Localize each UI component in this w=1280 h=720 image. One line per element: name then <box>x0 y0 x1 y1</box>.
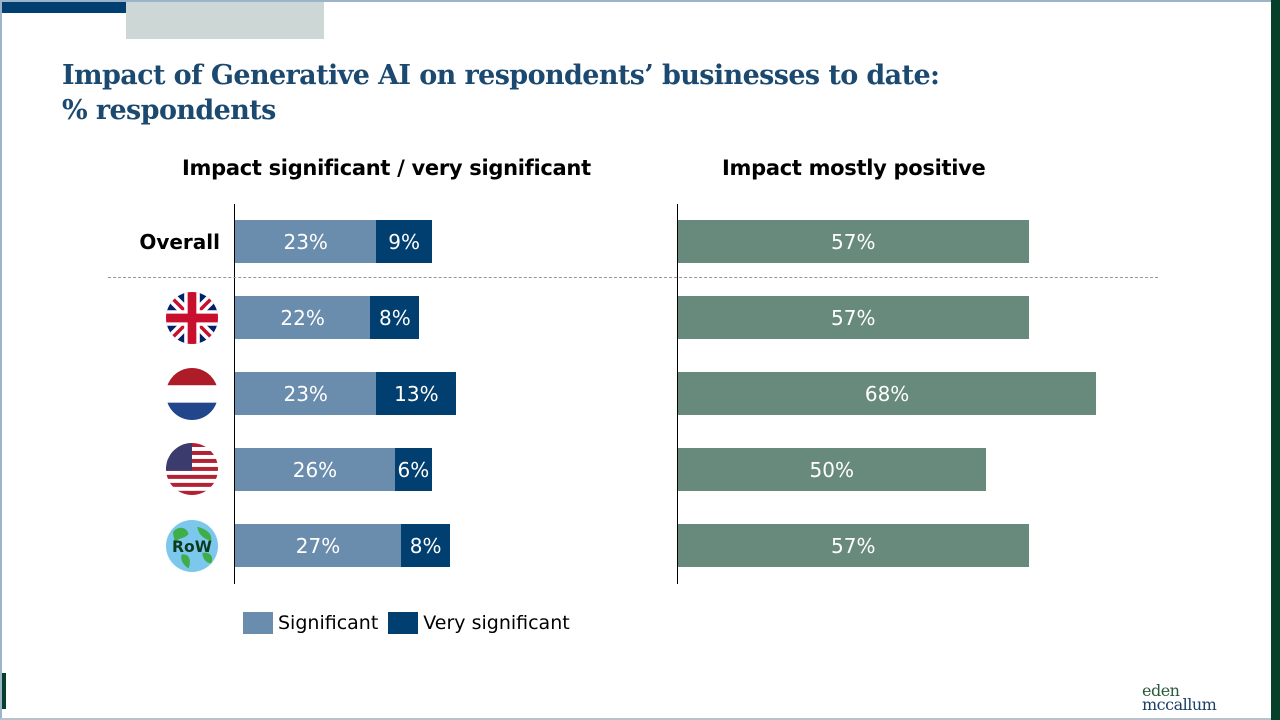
slide-frame-bottom <box>0 718 1280 720</box>
data-label: 9% <box>388 229 420 254</box>
data-label: 8% <box>379 305 411 330</box>
logo-line1: eden <box>1142 681 1180 700</box>
bar-significant-row: 27% <box>235 524 402 567</box>
bar-significant-netherlands: 23% <box>235 372 377 415</box>
bar-very-significant-uk: 8% <box>370 296 420 339</box>
slide-title: Impact of Generative AI on respondents’ … <box>62 58 940 128</box>
legend-label-very-significant: Very significant <box>423 612 570 634</box>
bar-very-significant-netherlands: 13% <box>376 372 457 415</box>
bar-mostly-positive-row: 57% <box>678 524 1029 567</box>
row-label-overall: Overall <box>139 230 220 254</box>
legend-label-significant: Significant <box>278 612 379 634</box>
header-accent-bar-light <box>126 2 324 39</box>
data-label: 26% <box>292 457 338 482</box>
uk-flag-icon <box>166 292 218 344</box>
slide-frame-left <box>0 0 2 720</box>
bar-mostly-positive-uk: 57% <box>678 296 1029 339</box>
usa-flag-icon <box>166 443 218 495</box>
data-label: 8% <box>409 533 442 558</box>
globe-row-icon: RoW <box>166 520 218 572</box>
chart-legend: Significant Very significant <box>243 612 580 634</box>
bar-very-significant-overall: 9% <box>376 220 432 263</box>
bar-very-significant-row: 8% <box>401 524 451 567</box>
data-label: 50% <box>809 457 854 482</box>
data-label: 13% <box>394 381 439 406</box>
netherlands-flag-icon <box>166 368 218 420</box>
slide-title-line1: Impact of Generative AI on respondents’ … <box>62 60 940 91</box>
bar-mostly-positive-usa: 50% <box>678 448 986 491</box>
bar-mostly-positive-netherlands: 68% <box>678 372 1097 415</box>
row-badge-text: RoW <box>172 538 212 556</box>
data-label: 27% <box>295 533 341 558</box>
chart-title-positive: Impact mostly positive <box>722 156 986 180</box>
eden-mccallum-logo: eden mccallum <box>1142 681 1217 714</box>
logo-line2: mccallum <box>1142 695 1217 714</box>
chart-title-significance: Impact significant / very significant <box>182 156 591 180</box>
bar-significant-uk: 22% <box>235 296 371 339</box>
data-label: 57% <box>831 533 876 558</box>
legend-swatch-very-significant <box>388 612 419 634</box>
legend-item-very-significant: Very significant <box>388 612 570 634</box>
data-label: 23% <box>283 381 328 406</box>
bar-significant-usa: 26% <box>235 448 395 491</box>
bar-significant-overall: 23% <box>235 220 377 263</box>
right-chart-axis <box>677 204 678 584</box>
left-chart-axis <box>234 204 235 584</box>
legend-swatch-significant <box>243 612 273 634</box>
data-label: 23% <box>283 229 328 254</box>
bar-very-significant-usa: 6% <box>394 448 432 491</box>
brand-edge-stripe <box>1271 0 1280 720</box>
slide-frame-top <box>0 0 1280 2</box>
overall-separator-line <box>108 277 1158 278</box>
data-label: 57% <box>831 305 876 330</box>
legend-item-significant: Significant <box>243 612 378 634</box>
slide-title-line2: % respondents <box>62 95 276 126</box>
data-label: 68% <box>864 381 910 406</box>
brand-corner-mark <box>2 673 6 709</box>
data-label: 57% <box>831 229 876 254</box>
data-label: 22% <box>280 305 325 330</box>
bar-mostly-positive-overall: 57% <box>678 220 1029 263</box>
data-label: 6% <box>397 457 430 482</box>
header-accent-bar-dark <box>2 2 236 13</box>
